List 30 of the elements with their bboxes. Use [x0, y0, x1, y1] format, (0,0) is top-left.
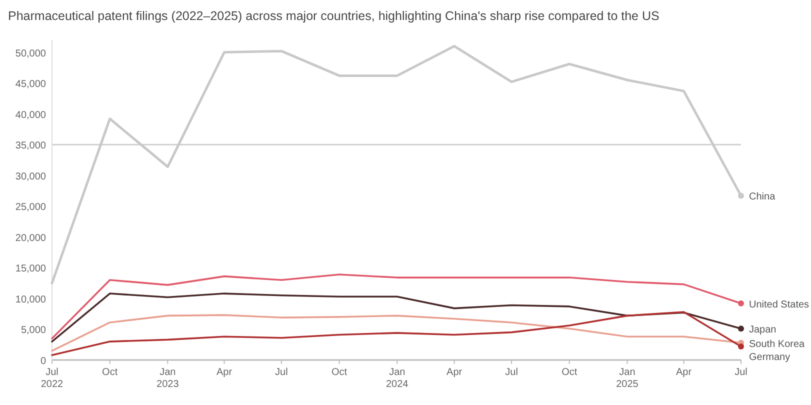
x-tick-label: Oct: [332, 367, 348, 378]
y-tick-label: 25,000: [15, 202, 46, 214]
y-tick-label: 30,000: [15, 171, 46, 182]
y-tick-label: 45,000: [15, 79, 46, 90]
x-tick-label: Oct: [562, 367, 578, 378]
y-tick-label: 10,000: [15, 294, 46, 306]
x-tick-label: Jul: [275, 367, 288, 378]
y-tick-label: 0: [40, 356, 46, 367]
series-label: Germany: [749, 352, 790, 363]
x-tick-label: Apr: [216, 367, 233, 378]
x-tick-label: Oct: [102, 367, 118, 378]
x-tick-label: Jan 2025: [616, 367, 639, 390]
x-tick-label: Apr: [446, 367, 463, 378]
chart-title: Pharmaceutical patent filings (2022–2025) across major countries, highlighting China's sharp rise compared to the US: [8, 9, 660, 23]
y-tick-label: 50,000: [15, 48, 46, 60]
series-label: China: [749, 192, 776, 203]
y-tick-label: 35,000: [15, 140, 46, 152]
y-tick-label: 40,000: [15, 110, 46, 121]
series-label: South Korea: [749, 338, 806, 350]
series-label: United States: [749, 299, 810, 310]
y-tick-label: 5,000: [20, 325, 46, 336]
x-tick-label: Jan 2024: [386, 367, 409, 390]
y-tick-label: 20,000: [15, 232, 46, 244]
x-tick-label: Jul: [505, 367, 518, 378]
x-tick-label: Jul: [734, 367, 748, 378]
x-tick-label: Apr: [676, 367, 692, 378]
x-tick-label: Jul 2022: [40, 367, 64, 390]
series-label: Japan: [749, 324, 776, 336]
y-tick-label: 15,000: [15, 264, 46, 275]
x-tick-label: Jan 2023: [156, 367, 180, 390]
